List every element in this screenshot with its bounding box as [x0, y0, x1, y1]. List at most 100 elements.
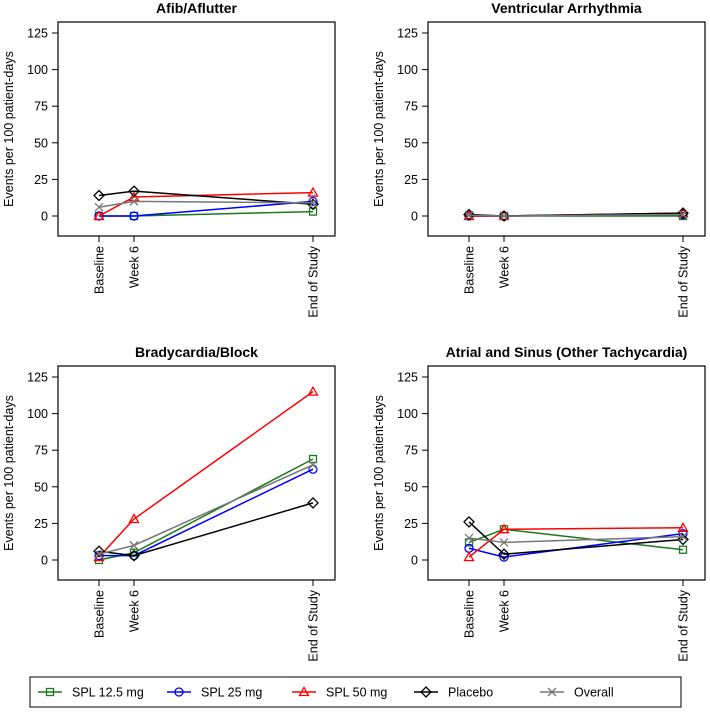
series-line: [468, 532, 684, 558]
y-tick-label: 75: [404, 100, 418, 114]
x-tick-label: Week 6: [498, 246, 512, 288]
data-point: [498, 548, 510, 561]
data-point: [129, 211, 139, 221]
data-point: [308, 196, 318, 207]
y-tick-label: 0: [411, 554, 418, 568]
x-tick-label: End of Study: [677, 589, 691, 661]
data-point: [677, 521, 689, 532]
data-point: [94, 549, 104, 559]
chart-title: Afib/Aflutter: [156, 0, 237, 16]
data-point: [129, 196, 139, 206]
chart-title: Ventricular Arrhythmia: [491, 0, 642, 16]
legend-label: SPL 50 mg: [326, 686, 387, 700]
data-point: [93, 545, 105, 558]
x-tick-label: Baseline: [93, 246, 107, 294]
data-point: [463, 208, 475, 221]
plot-frame: [57, 21, 336, 237]
data-point: [464, 210, 474, 220]
y-tick-label: 100: [27, 407, 48, 421]
data-point: [307, 186, 319, 197]
y-tick-label: 25: [404, 517, 418, 531]
data-point: [678, 528, 688, 539]
x-tick-label: Week 6: [128, 246, 142, 288]
y-tick-label: 50: [34, 136, 48, 150]
series-line: [468, 527, 684, 558]
data-point: [499, 552, 509, 562]
plot-frame: [427, 21, 706, 237]
data-point: [499, 211, 509, 221]
y-axis-label: Events per 100 patient-days: [372, 395, 386, 551]
data-point: [463, 516, 475, 528]
data-point: [308, 460, 318, 470]
plot-frame: [57, 365, 336, 581]
data-point: [128, 549, 140, 562]
y-tick-label: 25: [34, 173, 48, 187]
legend-marker: [298, 686, 310, 697]
chart-title: Bradycardia/Block: [135, 344, 258, 360]
data-point: [128, 513, 140, 524]
panel-3: Atrial and Sinus (Other Tachycardia) Even…: [372, 344, 706, 662]
y-tick-label: 50: [404, 480, 418, 494]
y-tick-label: 100: [27, 63, 48, 77]
series-line: [98, 502, 314, 557]
data-point: [498, 210, 510, 222]
data-point: [464, 533, 474, 543]
series-line: [98, 458, 314, 561]
x-tick-label: Week 6: [128, 590, 142, 632]
data-point: [308, 454, 318, 464]
chart-title: Atrial and Sinus (Other Tachycardia): [446, 344, 688, 360]
data-point: [678, 210, 688, 219]
legend-marker: [174, 687, 184, 697]
y-tick-label: 100: [397, 407, 418, 421]
y-axis-label: Events per 100 patient-days: [2, 395, 16, 551]
legend-label: SPL 12.5 mg: [72, 686, 144, 700]
data-point: [128, 185, 140, 198]
legend-marker: [45, 687, 55, 697]
y-axis-label: Events per 100 patient-days: [372, 51, 386, 207]
legend-label: Overall: [574, 686, 614, 700]
y-tick-label: 125: [397, 27, 418, 41]
y-tick-label: 75: [404, 444, 418, 458]
data-point: [93, 189, 105, 202]
data-point: [307, 496, 319, 509]
series-line: [98, 190, 314, 206]
data-point: [498, 523, 510, 534]
data-point: [307, 385, 319, 396]
series-line: [468, 521, 684, 555]
plot-frame: [427, 365, 706, 581]
data-point: [677, 533, 689, 546]
legend-label: Placebo: [448, 686, 493, 700]
x-tick-label: Baseline: [463, 246, 477, 294]
y-tick-label: 25: [404, 173, 418, 187]
series-line: [99, 200, 314, 217]
y-tick-label: 0: [411, 210, 418, 224]
legend-box: [29, 676, 682, 708]
data-point: [308, 198, 318, 208]
series-line: [98, 391, 314, 558]
y-tick-label: 125: [27, 371, 48, 385]
x-tick-label: End of Study: [677, 245, 691, 317]
x-tick-label: Week 6: [498, 590, 512, 632]
data-point: [94, 202, 104, 212]
legend-label: SPL 25 mg: [201, 686, 262, 700]
x-tick-label: End of Study: [307, 245, 321, 317]
data-point: [499, 537, 509, 547]
y-tick-label: 0: [41, 210, 48, 224]
y-axis-label: Events per 100 patient-days: [2, 51, 16, 207]
x-tick-label: Baseline: [93, 590, 107, 638]
data-point: [678, 545, 688, 554]
data-point: [129, 540, 139, 550]
y-tick-label: 100: [397, 63, 418, 77]
y-tick-label: 125: [397, 371, 418, 385]
data-point: [678, 532, 688, 542]
data-point: [308, 207, 318, 216]
y-tick-label: 75: [34, 100, 48, 114]
x-tick-label: End of Study: [307, 589, 321, 661]
panel-2: Bradycardia/Block Events per 100 patient-…: [2, 344, 336, 662]
y-tick-label: 50: [34, 480, 48, 494]
data-point: [93, 210, 105, 221]
y-tick-label: 125: [27, 27, 48, 41]
panel-0: Afib/Aflutter Events per 100 patient-days…: [2, 0, 336, 318]
data-point: [463, 551, 475, 562]
